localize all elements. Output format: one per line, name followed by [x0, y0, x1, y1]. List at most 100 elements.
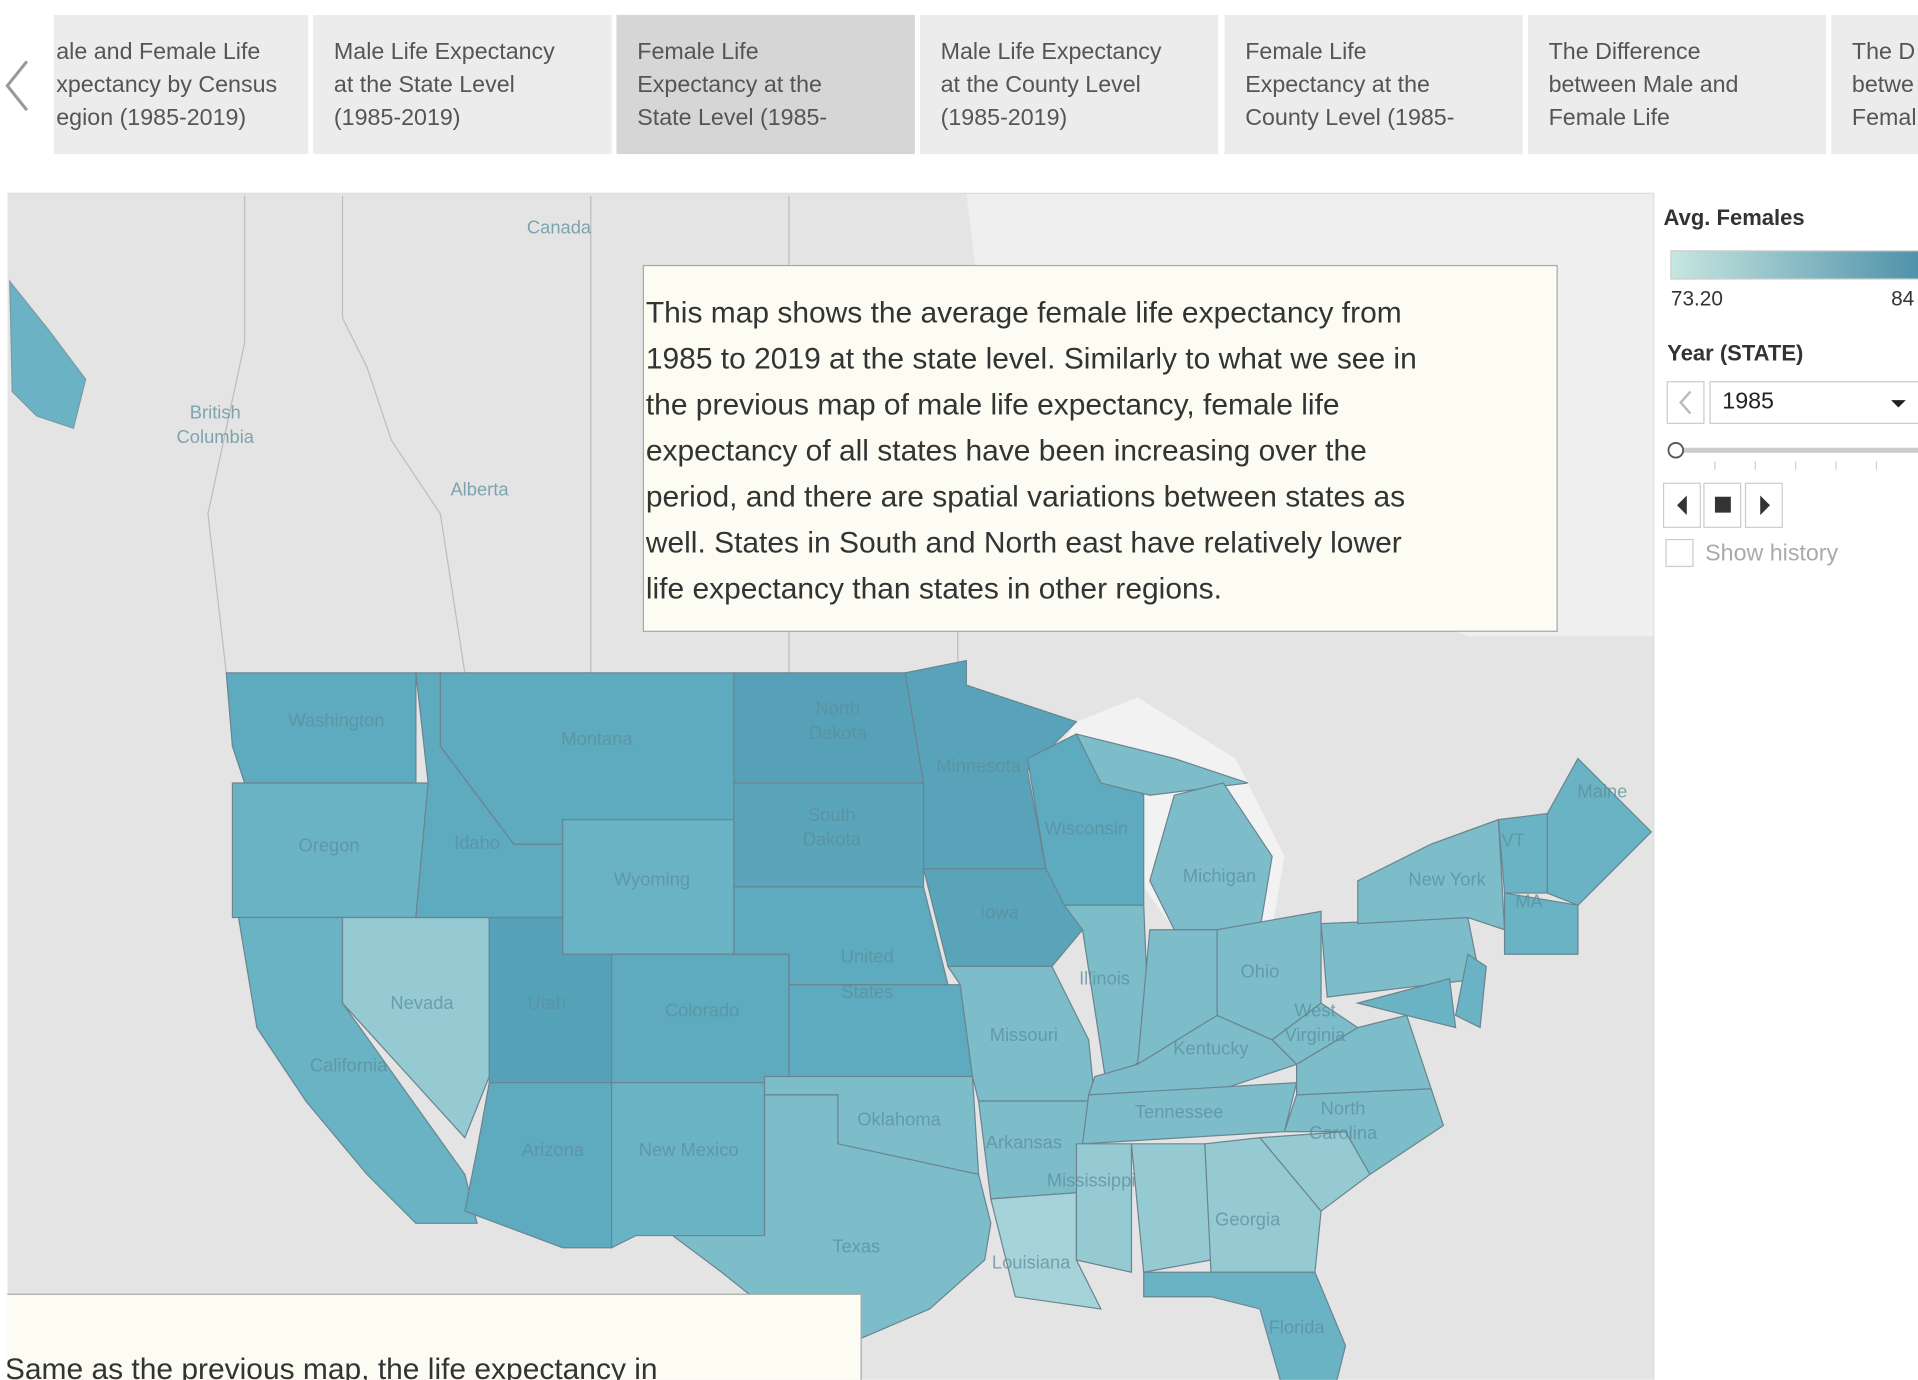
- map-label: New Mexico: [639, 1139, 739, 1160]
- state: [1204, 1137, 1322, 1273]
- state: [1271, 1002, 1359, 1066]
- annotation-text: Same as the previous map, the life expec…: [5, 1353, 658, 1380]
- tab-text: (1985-2019): [941, 104, 1068, 130]
- map-label: Wisconsin: [1044, 817, 1128, 838]
- tab-background: [1224, 14, 1523, 155]
- state: [1454, 953, 1487, 1029]
- state: [1497, 812, 1548, 894]
- tab-text: Female Life: [637, 38, 758, 64]
- tab-background: [53, 14, 309, 155]
- map-label: Canada: [527, 217, 592, 238]
- annotation-text: well. States in South and North east hav…: [645, 526, 1402, 559]
- map-label: Oklahoma: [857, 1108, 941, 1129]
- border: [341, 195, 466, 673]
- map-label: Illinois: [1079, 968, 1130, 989]
- map-label: Alberta: [450, 478, 509, 499]
- prev-icon: [1679, 390, 1692, 415]
- annotation-text: period, and there are spatial variations…: [646, 480, 1405, 513]
- map-label: Wyoming: [614, 869, 690, 890]
- map-label: North: [1321, 1097, 1366, 1118]
- annotation-box: [642, 264, 1558, 632]
- map-label: Utah: [527, 992, 566, 1013]
- tab-text: The Difference: [1549, 38, 1701, 64]
- tab-text: The D: [1852, 38, 1915, 64]
- tab-text: Female Life: [1549, 104, 1670, 130]
- state: [1143, 1271, 1347, 1380]
- map-label: California: [310, 1055, 388, 1076]
- tab-text: at the County Level: [941, 71, 1141, 97]
- border: [207, 195, 246, 673]
- tab-text: Male Life Expectancy: [334, 38, 555, 64]
- map-label: Carolina: [1309, 1122, 1378, 1143]
- map-label: MA: [1515, 891, 1543, 912]
- map-label: Idaho: [454, 832, 500, 853]
- tab-background: [1831, 14, 1918, 155]
- map-label: Texas: [832, 1236, 880, 1257]
- tab-text: Male Life Expectancy: [941, 38, 1162, 64]
- state: [1355, 977, 1457, 1029]
- map-label: Nevada: [390, 992, 454, 1013]
- story-tab[interactable]: Male Life Expectancy at the State Level (1…: [313, 14, 612, 155]
- tab-text: Female Life: [1245, 38, 1366, 64]
- story-tab[interactable]: ale and Female Life xpectancy by Census eg…: [53, 14, 309, 155]
- filter-title: Year (STATE): [1667, 341, 1803, 366]
- dropdown-caret: [1891, 400, 1906, 408]
- map-label: Missouri: [990, 1024, 1058, 1045]
- map-label: Iowa: [980, 902, 1020, 923]
- year-dropdown[interactable]: [1709, 381, 1918, 424]
- state: [1130, 1143, 1212, 1273]
- story-tab[interactable]: Female Life Expectancy at the State Level …: [616, 14, 915, 155]
- step-forward-button[interactable]: [1744, 482, 1783, 528]
- annotation-text: expectancy of all states have been incre…: [646, 434, 1367, 467]
- story-tab[interactable]: Male Life Expectancy at the County Level (…: [919, 14, 1219, 155]
- map-label: Montana: [561, 728, 633, 749]
- tab-text: (1985-2019): [334, 104, 461, 130]
- legend-max: 84: [1891, 287, 1914, 310]
- map-label: Arkansas: [986, 1132, 1062, 1153]
- map-label: Ohio: [1241, 960, 1280, 981]
- map-label: Arizona: [522, 1139, 585, 1160]
- tab-text: County Level (1985-: [1245, 104, 1454, 130]
- map-label: Louisiana: [992, 1252, 1071, 1273]
- slider-ticks: [1714, 461, 1878, 470]
- slider-handle[interactable]: [1667, 441, 1685, 459]
- map-label: New York: [1408, 869, 1486, 890]
- map-label: Colorado: [665, 1000, 739, 1021]
- alaska-panhandle: [9, 279, 87, 430]
- tab-text: between Male and: [1549, 71, 1739, 97]
- legend-gradient: [1670, 250, 1918, 280]
- tab-text: Expectancy at the: [1245, 71, 1430, 97]
- state: [1546, 757, 1653, 907]
- map-label: West: [1294, 1000, 1335, 1021]
- annotation-text: 1985 to 2019 at the state level. Similar…: [646, 342, 1417, 375]
- tab-background: [919, 14, 1219, 155]
- map-label: Oregon: [298, 834, 359, 855]
- map-label: States: [841, 981, 893, 1002]
- story-tab[interactable]: The D betwe Femal: [1831, 14, 1918, 155]
- map-label: Dakota: [809, 722, 868, 743]
- map-label: Washington: [288, 710, 384, 731]
- year-value: 1985: [1722, 388, 1774, 414]
- story-tab[interactable]: The Difference between Male and Female Lif…: [1527, 14, 1827, 155]
- tab-text: Expectancy at the: [637, 71, 822, 97]
- prev-button[interactable]: [1666, 381, 1705, 424]
- annotation-text: life expectancy than states in other reg…: [646, 572, 1222, 605]
- tab-text: xpectancy by Census: [56, 71, 277, 97]
- tab-text: betwe: [1852, 71, 1914, 97]
- map-label: Virginia: [1285, 1024, 1347, 1045]
- state: [922, 867, 1084, 968]
- map-label: Columbia: [177, 426, 255, 447]
- map-label: North: [815, 697, 860, 718]
- map-label: United: [841, 946, 894, 967]
- tab-background: [313, 14, 612, 155]
- history-checkbox[interactable]: [1665, 538, 1694, 568]
- tab-text: at the State Level: [334, 71, 515, 97]
- map-label: Georgia: [1215, 1209, 1281, 1230]
- state: [1503, 892, 1579, 955]
- step-forward-icon: [1760, 495, 1770, 516]
- prev-story-arrow[interactable]: [5, 60, 29, 112]
- legend-title: Avg. Females: [1664, 205, 1805, 230]
- story-tab[interactable]: Female Life Expectancy at the County Level…: [1224, 14, 1523, 155]
- tab-text: ale and Female Life: [56, 38, 260, 64]
- map: Canada British Columbia Alberta Washington Mo…: [5, 193, 1654, 1380]
